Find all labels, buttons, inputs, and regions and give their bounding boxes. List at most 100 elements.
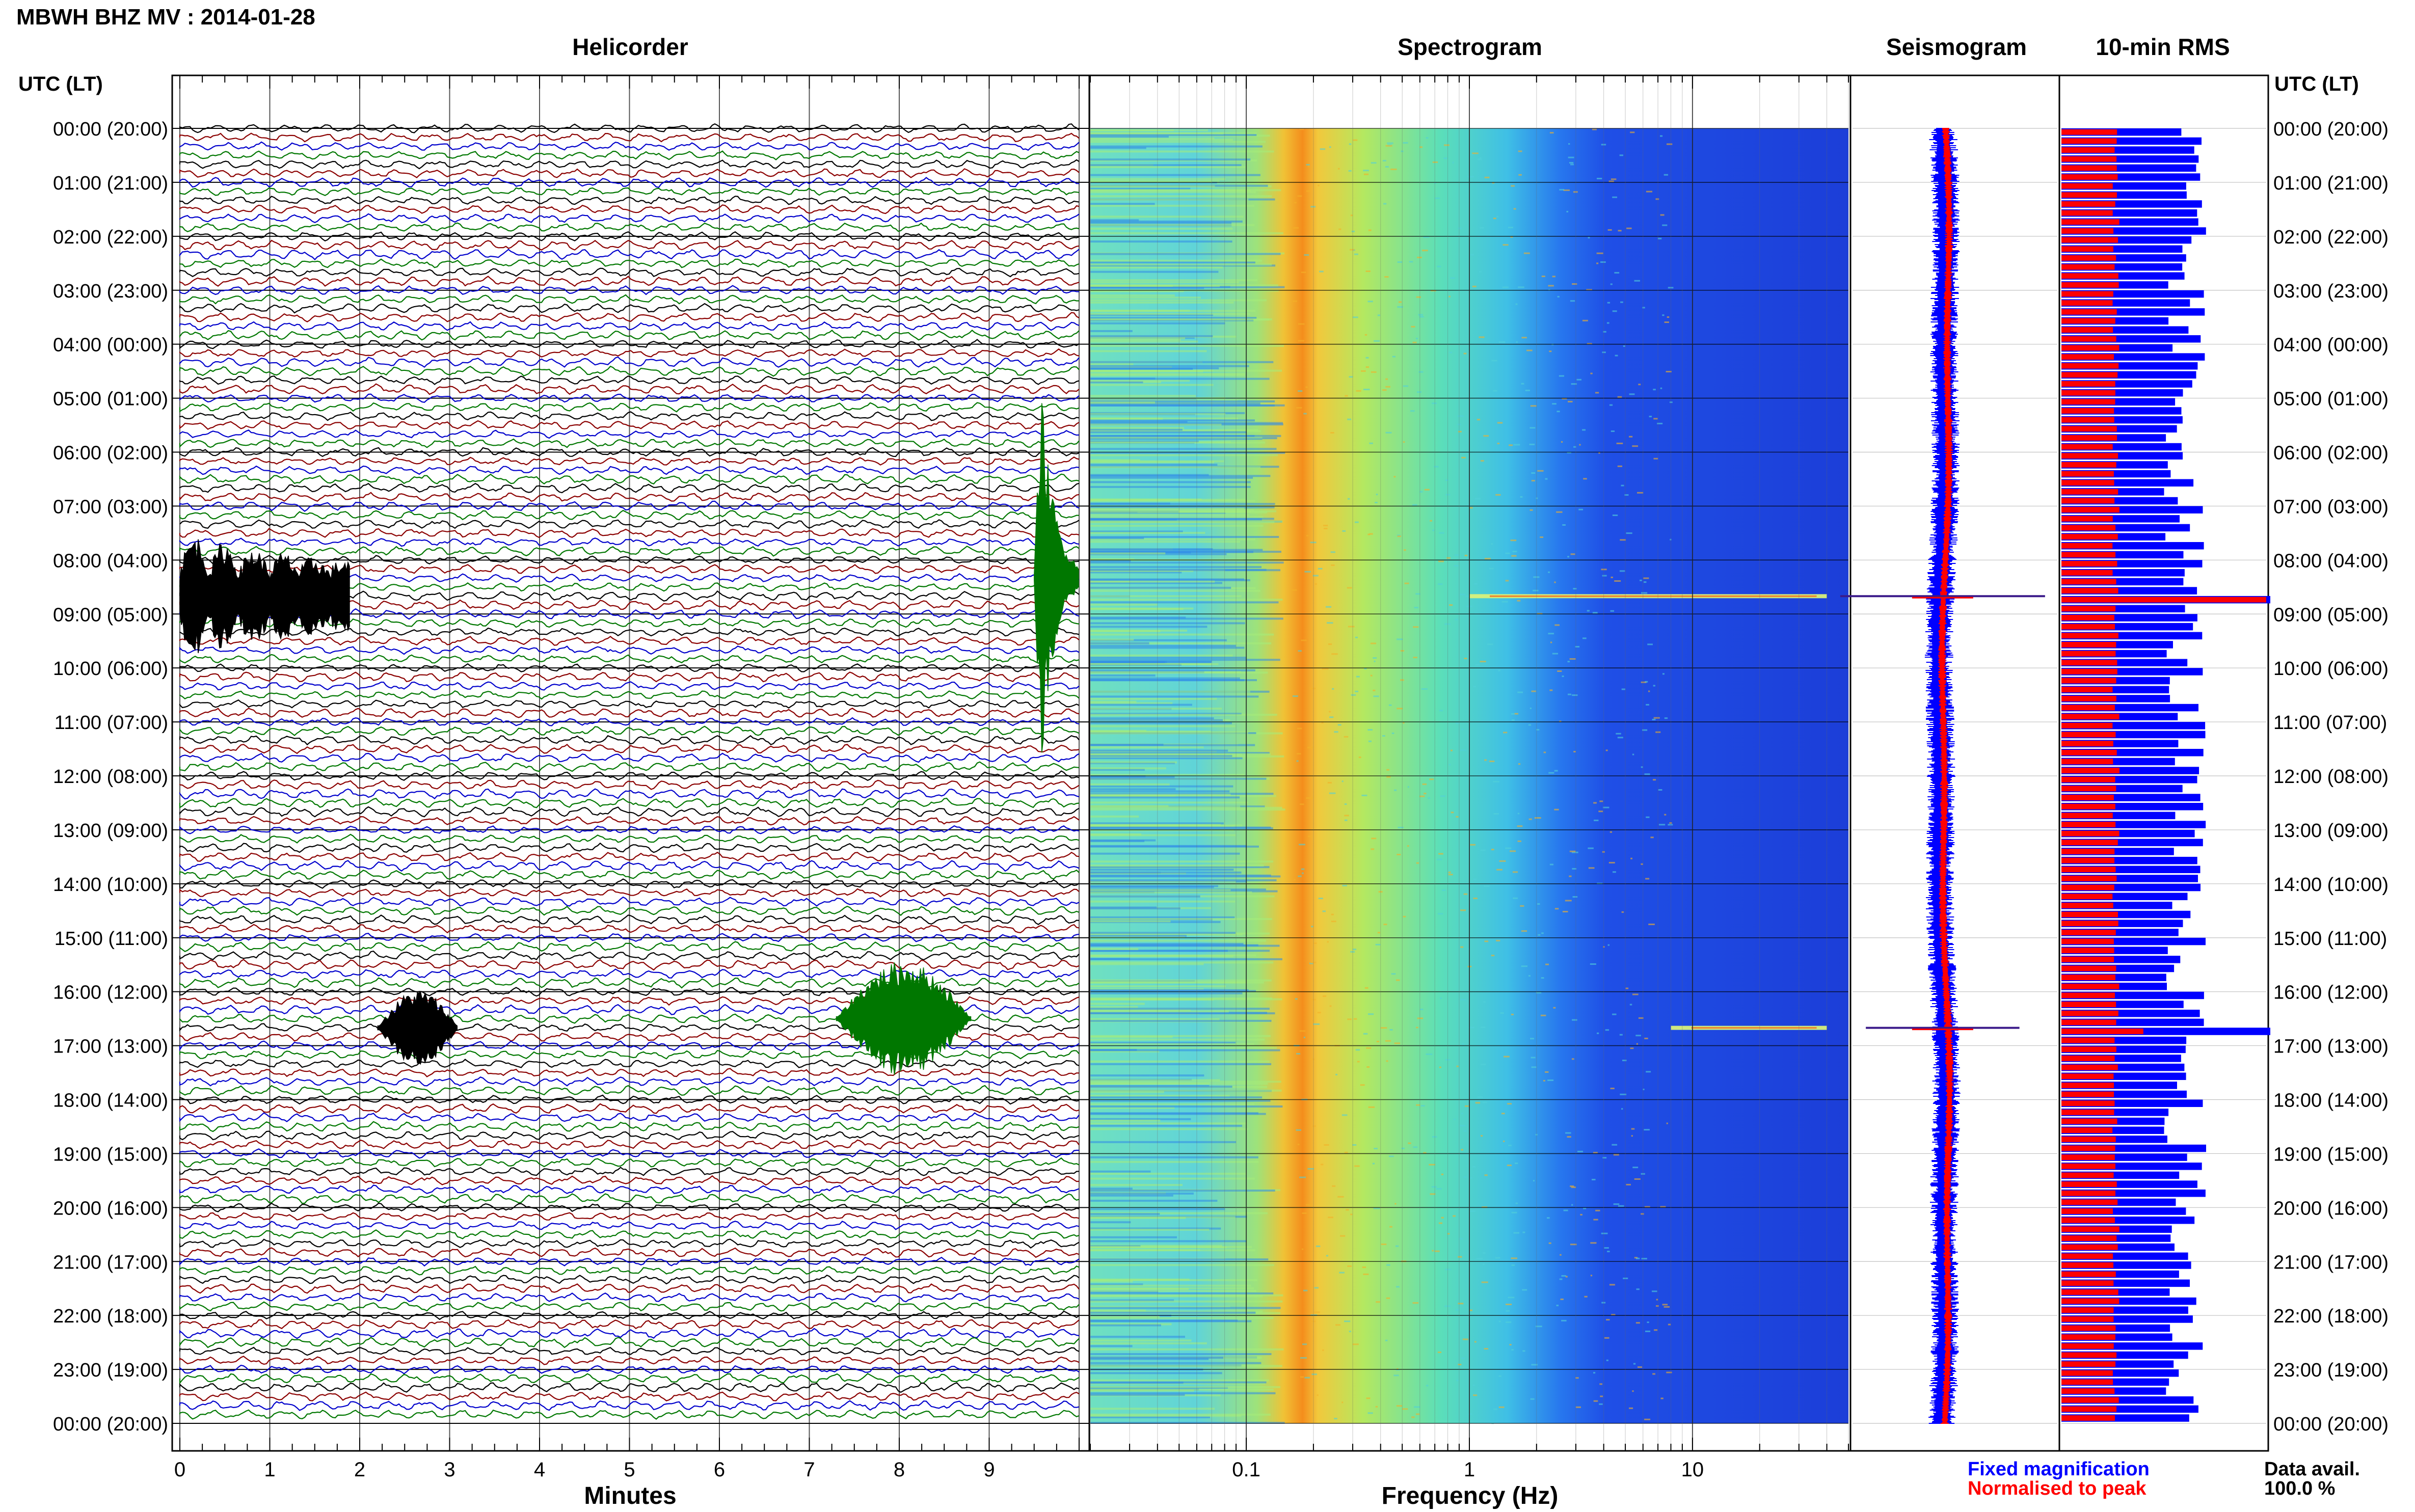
rms-bar-normalised (2061, 867, 2116, 873)
spectrogram-speckle (1355, 1049, 1360, 1051)
spectrogram-speckle (1480, 227, 1484, 229)
helicorder-x-tick-label: 4 (534, 1459, 545, 1481)
spectrogram-speckle (1431, 1186, 1437, 1188)
spectrogram-speckle (1590, 372, 1593, 374)
helicorder-trace (179, 393, 1080, 403)
helicorder-trace (179, 1085, 1080, 1096)
spectrogram-streak (1090, 744, 1255, 746)
spectrogram-speckle (1458, 430, 1462, 433)
spectrogram-speckle (1483, 1252, 1486, 1254)
spectrogram-speckle (1311, 1373, 1318, 1375)
spectrogram-speckle (1617, 396, 1622, 398)
helicorder-events (179, 403, 1079, 1075)
rms-bar-normalised (2061, 543, 2113, 549)
rms-bar-normalised (2061, 938, 2114, 944)
spectrogram-speckle (1607, 302, 1611, 304)
spectrogram-speckle (1484, 176, 1490, 178)
spectrogram-speckle (1331, 913, 1334, 915)
spectrogram-streak (1090, 294, 1175, 296)
spectrogram-speckle (1500, 1012, 1504, 1014)
spectrogram-streak (1090, 939, 1266, 942)
spectrogram-streak (1090, 1118, 1191, 1120)
spectrogram-speckle (1622, 1060, 1627, 1062)
spectrogram-speckle (1560, 1299, 1564, 1300)
helicorder-trace (179, 473, 1080, 485)
rms-bar-normalised (2061, 1163, 2115, 1169)
spectrogram-streak (1090, 783, 1170, 786)
spectrogram-speckle (1413, 657, 1417, 659)
spectrogram-streak (1090, 989, 1249, 991)
spectrogram-speckle (1522, 1350, 1525, 1352)
spectrogram-speckle (1548, 772, 1554, 774)
spectrogram-speckle (1307, 746, 1313, 748)
spectrogram-streak (1090, 1339, 1192, 1342)
rms-bar-normalised (2061, 210, 2113, 216)
spectrogram-speckle (1327, 941, 1329, 943)
spectrogram-speckle (1518, 763, 1521, 765)
spectrogram-streak (1090, 1307, 1281, 1309)
spectrogram-streak (1090, 725, 1236, 727)
rms-bar-normalised (2061, 849, 2115, 854)
spectrogram-speckle (1353, 1018, 1357, 1020)
spectrogram-speckle (1347, 1018, 1352, 1020)
spectrogram-speckle (1374, 660, 1376, 662)
spectrogram-speckle (1340, 1235, 1346, 1237)
helicorder-trace (179, 187, 1080, 196)
spectrogram-streak (1090, 1227, 1221, 1230)
spectrogram-speckle (1334, 1418, 1337, 1420)
spectrogram-speckle (1356, 676, 1360, 678)
spectrogram-speckle (1611, 576, 1613, 578)
spectrogram-speckle (1301, 639, 1307, 641)
spectrogram-speckle (1484, 1174, 1488, 1176)
spectrogram-speckle (1460, 593, 1466, 596)
spectrogram-speckle (1616, 442, 1623, 444)
spectrogram-speckle (1531, 480, 1535, 482)
spectrogram-speckle (1323, 525, 1328, 527)
spectrogram-speckle (1496, 940, 1500, 941)
spectrogram-streak (1090, 402, 1260, 405)
spectrogram-streak (1090, 454, 1278, 456)
spectrogram-speckle (1363, 1033, 1368, 1035)
rms-bar-normalised (2061, 1136, 2116, 1142)
spectrogram-speckle (1294, 202, 1297, 204)
helicorder-trace (179, 365, 1080, 377)
spectrogram-speckle (1422, 783, 1427, 785)
spectrogram-speckle (1571, 851, 1578, 853)
spectrogram-streak (1090, 558, 1135, 560)
spectrogram-streak (1090, 1389, 1274, 1391)
spectrogram-speckle (1569, 875, 1572, 877)
spectrogram-speckle (1645, 681, 1648, 683)
spectrogram-speckle (1570, 553, 1575, 555)
spectrogram-speckle (1663, 174, 1669, 176)
spectrogram-speckle (1415, 593, 1420, 595)
spectrogram-speckle (1575, 1377, 1579, 1379)
spectrogram-speckle (1571, 1186, 1576, 1189)
spectrogram-speckle (1300, 1357, 1307, 1359)
helicorder-trace (179, 1346, 1080, 1356)
spectrogram-streak (1090, 215, 1244, 218)
spectrogram-speckle (1302, 872, 1304, 874)
helicorder-trace (179, 213, 1080, 224)
rms-bar-normalised (2061, 1145, 2115, 1151)
spectrogram-streak (1090, 679, 1245, 682)
spectrogram-streak (1090, 918, 1272, 920)
spectrogram-speckle (1363, 1273, 1369, 1275)
spectrogram-streak (1090, 1245, 1222, 1247)
rms-bar-normalised (2061, 624, 2115, 630)
spectrogram-streak (1090, 561, 1284, 564)
spectrogram-speckle (1606, 322, 1609, 324)
helicorder-trace (179, 618, 1080, 628)
spectrogram-speckle (1434, 182, 1436, 184)
helicorder-trace (179, 627, 1080, 637)
spectrogram-speckle (1530, 707, 1532, 709)
spectrogram-streak (1090, 421, 1188, 423)
time-label-right: 15:00 (11:00) (2273, 928, 2387, 950)
spectrogram-speckle (1572, 1019, 1577, 1021)
rms-bar-normalised (2061, 1100, 2115, 1106)
time-label-left: 03:00 (23:00) (53, 281, 168, 302)
helicorder-trace (179, 1328, 1080, 1339)
rms-bar-normalised (2061, 498, 2115, 504)
spectrogram-streak (1090, 284, 1278, 287)
rms-bar-normalised (2061, 174, 2118, 180)
spectrogram-speckle (1403, 385, 1409, 387)
